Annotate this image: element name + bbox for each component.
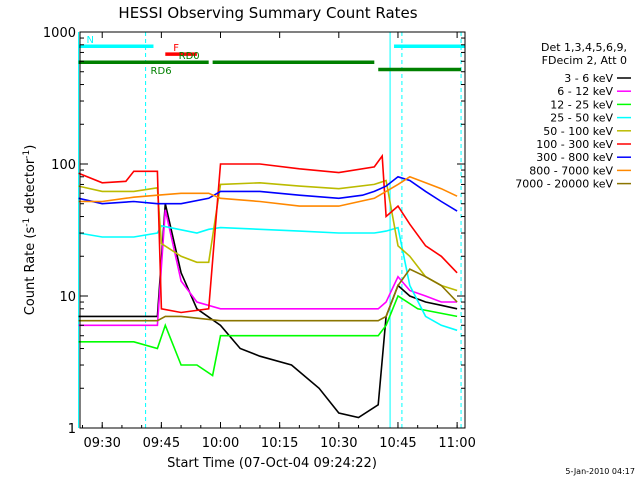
x-tick-label-09-30: 09:30 [83,436,120,451]
x-tick-label-10-45: 10:45 [379,436,416,451]
legend-label-3-6-kev: 3 - 6 keV [564,72,613,85]
legend-label-300-800-kev: 300 - 800 keV [536,151,613,164]
legend-label-100-300-kev: 100 - 300 keV [536,138,613,151]
footer-date: 5-Jan-2010 04:17 [565,467,635,476]
annotation-label-rd6: RD6 [151,66,172,77]
legend-label-25-50-kev: 25 - 50 keV [550,112,613,125]
y-tick-label-1000: 1000 [43,26,76,41]
y-axis-label: Count Rate (s-1 detector-1) [22,145,38,316]
series-layer [78,153,458,419]
series-line-300-800-kev [78,175,458,212]
series-line-800-7000-kev [78,175,458,207]
series-line-7000-20000-kev [78,268,458,322]
annotation-label-rd0: RD0 [179,51,200,62]
series-line-6-12-kev [78,209,458,327]
x-axis: 09:30 09:45 10:00 10:15 10:30 10:45 11:00 [81,32,476,451]
y-axis: 1 10 100 1000 [43,26,465,437]
series-line-12-25-kev [78,294,458,377]
y-tick-label-1: 1 [68,422,76,437]
x-tick-label-10-15: 10:15 [261,436,298,451]
legend-header-line2: FDecim 2, Att 0 [542,54,627,67]
series-line-3-6-kev [78,203,458,419]
legend-label-12-25-kev: 12 - 25 keV [550,98,613,111]
series-line-100-300-kev [78,153,458,314]
legend-label-800-7000-kev: 800 - 7000 keV [529,164,613,177]
x-tick-label-10-00: 10:00 [202,436,239,451]
annotation-label-f: F [173,43,179,54]
x-tick-label-09-45: 09:45 [143,436,180,451]
legend-label-7000-20000-kev: 7000 - 20000 keV [515,178,613,191]
x-tick-label-10-30: 10:30 [320,436,357,451]
legend-label-50-100-kev: 50 - 100 keV [543,125,613,138]
x-axis-label: Start Time (07-Oct-04 09:24:22) [167,456,377,471]
legend-label-6-12-kev: 6 - 12 keV [557,85,613,98]
legend: Det 1,3,4,5,6,9, FDecim 2, Att 0 3 - 6 k… [515,41,631,191]
chart-title: HESSI Observing Summary Count Rates [118,4,417,22]
y-tick-label-100: 100 [51,158,76,173]
y-tick-label-10: 10 [59,290,76,305]
x-tick-label-11-00: 11:00 [438,436,475,451]
annotation-label-n: N [87,35,94,46]
plot-frame [79,31,466,429]
series-line-25-50-kev [78,224,458,332]
legend-header-line1: Det 1,3,4,5,6,9, [541,41,627,54]
